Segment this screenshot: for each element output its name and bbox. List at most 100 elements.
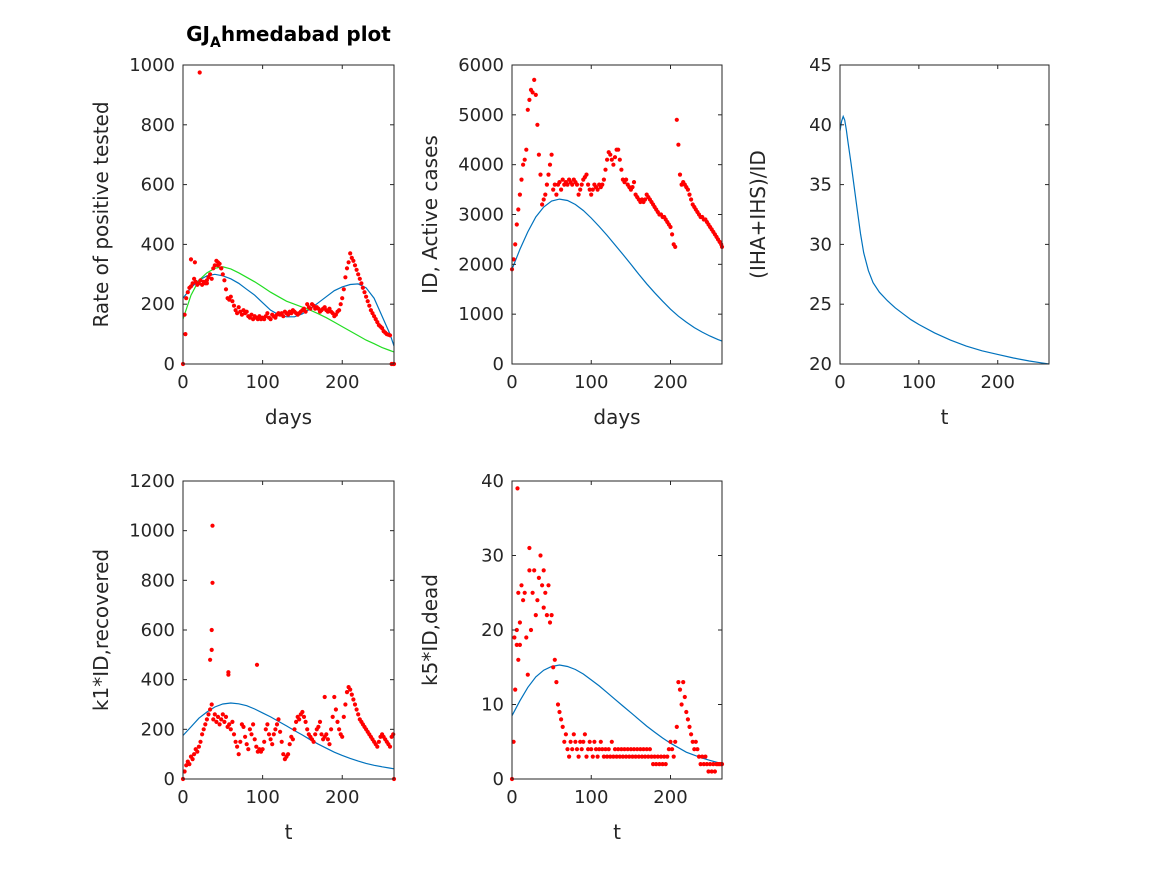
data-point bbox=[674, 117, 679, 122]
x-tick-label: 0 bbox=[177, 787, 188, 808]
data-point bbox=[330, 714, 335, 720]
data-point bbox=[557, 709, 562, 715]
y-tick-label: 1000 bbox=[129, 55, 175, 76]
data-point bbox=[265, 722, 270, 727]
data-point bbox=[196, 744, 201, 749]
data-point bbox=[206, 712, 211, 717]
data-point bbox=[630, 185, 635, 190]
y-tick-label: 800 bbox=[141, 570, 175, 591]
y-tick-label: 1000 bbox=[458, 304, 504, 325]
data-point bbox=[233, 739, 238, 744]
data-point bbox=[551, 187, 556, 192]
data-point bbox=[671, 754, 676, 759]
data-point bbox=[532, 77, 537, 82]
data-point bbox=[576, 754, 581, 759]
x-tick-label: 100 bbox=[574, 787, 608, 808]
data-point bbox=[300, 709, 305, 715]
data-point bbox=[560, 177, 565, 182]
data-point bbox=[324, 732, 329, 737]
data-point bbox=[243, 734, 248, 739]
data-point bbox=[612, 747, 618, 752]
data-point bbox=[538, 553, 543, 558]
data-point bbox=[633, 754, 638, 759]
data-point bbox=[635, 747, 640, 752]
data-point bbox=[376, 739, 381, 744]
data-point bbox=[522, 590, 527, 595]
data-point bbox=[249, 312, 254, 317]
data-point bbox=[352, 702, 358, 707]
data-point bbox=[687, 724, 692, 730]
data-point bbox=[651, 762, 656, 767]
data-point bbox=[319, 732, 324, 737]
data-point bbox=[549, 613, 554, 618]
data-point bbox=[673, 739, 678, 744]
data-point bbox=[524, 147, 529, 152]
data-point bbox=[286, 752, 291, 757]
data-point bbox=[322, 694, 327, 700]
data-point bbox=[546, 583, 551, 588]
data-point bbox=[343, 275, 348, 280]
data-point bbox=[706, 769, 711, 774]
data-point bbox=[228, 727, 233, 732]
data-point bbox=[570, 747, 575, 752]
data-point bbox=[281, 752, 286, 757]
data-point bbox=[290, 737, 295, 742]
data-point bbox=[560, 724, 565, 730]
data-point bbox=[528, 627, 534, 633]
data-point bbox=[208, 657, 213, 662]
data-point bbox=[611, 162, 616, 167]
data-point bbox=[532, 568, 537, 573]
data-point bbox=[595, 187, 600, 192]
x-tick-label: 0 bbox=[506, 372, 517, 393]
data-point bbox=[641, 747, 646, 752]
data-point bbox=[230, 719, 235, 725]
data-point bbox=[689, 732, 694, 737]
data-point bbox=[616, 147, 621, 152]
data-point bbox=[603, 747, 608, 752]
data-point bbox=[552, 657, 557, 662]
data-point bbox=[608, 754, 613, 759]
data-point bbox=[593, 747, 599, 752]
data-point bbox=[616, 747, 621, 752]
series-points-p1-2 bbox=[180, 70, 397, 367]
data-point bbox=[226, 670, 231, 675]
data-point bbox=[227, 722, 232, 727]
data-point bbox=[325, 737, 330, 742]
data-point bbox=[527, 568, 532, 573]
data-point bbox=[332, 694, 337, 700]
data-point bbox=[589, 747, 594, 752]
data-point bbox=[606, 747, 611, 752]
data-point bbox=[204, 281, 209, 286]
x-tick-label: 100 bbox=[902, 372, 936, 393]
axes-box-p2 bbox=[511, 64, 723, 365]
subplot-p2: 0 100 2000100020003000400050006000daysID, … bbox=[418, 55, 725, 429]
data-point bbox=[231, 303, 237, 308]
data-point bbox=[241, 724, 246, 730]
data-point bbox=[555, 702, 561, 707]
data-point bbox=[658, 754, 664, 759]
data-point bbox=[513, 242, 518, 247]
series-line-p4-0 bbox=[182, 702, 395, 770]
data-point bbox=[352, 263, 358, 268]
data-point bbox=[704, 762, 710, 767]
data-point bbox=[311, 739, 316, 744]
data-point bbox=[249, 732, 254, 737]
data-point bbox=[685, 717, 691, 722]
data-point bbox=[644, 747, 649, 752]
data-point bbox=[201, 727, 206, 732]
data-point bbox=[524, 635, 529, 640]
data-point bbox=[690, 739, 695, 744]
data-point bbox=[317, 719, 323, 725]
data-point bbox=[231, 732, 237, 737]
data-point bbox=[340, 734, 345, 739]
data-point bbox=[301, 714, 307, 720]
data-point bbox=[677, 687, 683, 692]
data-point bbox=[525, 672, 530, 677]
x-tick-label: 100 bbox=[574, 372, 608, 393]
data-point bbox=[367, 303, 372, 308]
data-point bbox=[652, 754, 657, 759]
data-point bbox=[665, 754, 670, 759]
x-tick-label: 200 bbox=[325, 787, 359, 808]
data-point bbox=[541, 197, 546, 202]
y-tick-label: 1000 bbox=[129, 521, 175, 542]
